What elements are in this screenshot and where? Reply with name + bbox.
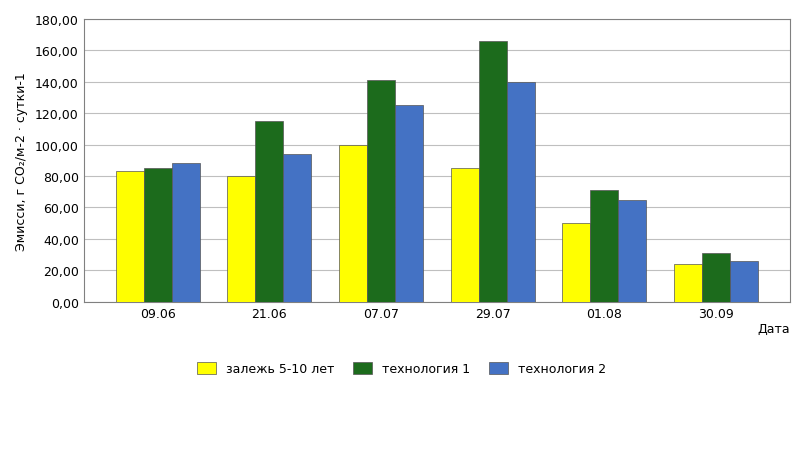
- Legend: залежь 5-10 лет, технология 1, технология 2: залежь 5-10 лет, технология 1, технологи…: [192, 358, 611, 380]
- Bar: [618, 200, 646, 302]
- Bar: [702, 253, 730, 302]
- Bar: [479, 42, 506, 302]
- Bar: [674, 264, 702, 302]
- Y-axis label: Эмисси, г CO₂/м-2 · сутки-1: Эмисси, г CO₂/м-2 · сутки-1: [15, 72, 28, 250]
- Bar: [367, 81, 395, 302]
- Bar: [506, 83, 535, 302]
- Bar: [255, 122, 283, 302]
- Bar: [228, 177, 255, 302]
- Bar: [395, 106, 423, 302]
- Bar: [563, 224, 590, 302]
- Bar: [730, 261, 758, 302]
- Bar: [590, 191, 618, 302]
- Bar: [451, 169, 479, 302]
- Bar: [171, 164, 200, 302]
- Bar: [144, 169, 171, 302]
- Bar: [283, 155, 312, 302]
- X-axis label: Дата: Дата: [758, 322, 790, 336]
- Bar: [116, 172, 144, 302]
- Bar: [339, 145, 367, 302]
